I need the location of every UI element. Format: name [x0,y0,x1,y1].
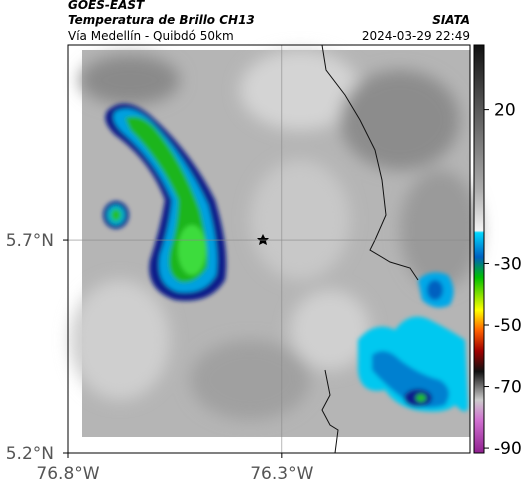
colorbar-label: -50 [494,316,522,336]
y-tick-label: 5.2°N [6,444,54,464]
subtitle: Temperatura de Brillo CH13 [68,13,255,27]
colorbar-label: -90 [494,439,522,459]
region: Vía Medellín - Quibdó 50km [68,29,234,43]
y-tick-label: 5.7°N [6,231,54,251]
x-tick-label: 76.8°W [36,464,99,484]
satellite-image [68,44,480,454]
colorbar [473,44,485,454]
colorbar-label: 20 [494,101,516,121]
title: GOES-EAST [68,0,145,12]
colorbar-label: -70 [494,378,522,398]
timestamp: 2024-03-29 22:49 [362,29,470,43]
colorbar-label: -30 [494,254,522,274]
x-tick-label: 76.3°W [250,464,313,484]
source: SIATA [432,13,470,27]
map-frame [67,44,471,454]
